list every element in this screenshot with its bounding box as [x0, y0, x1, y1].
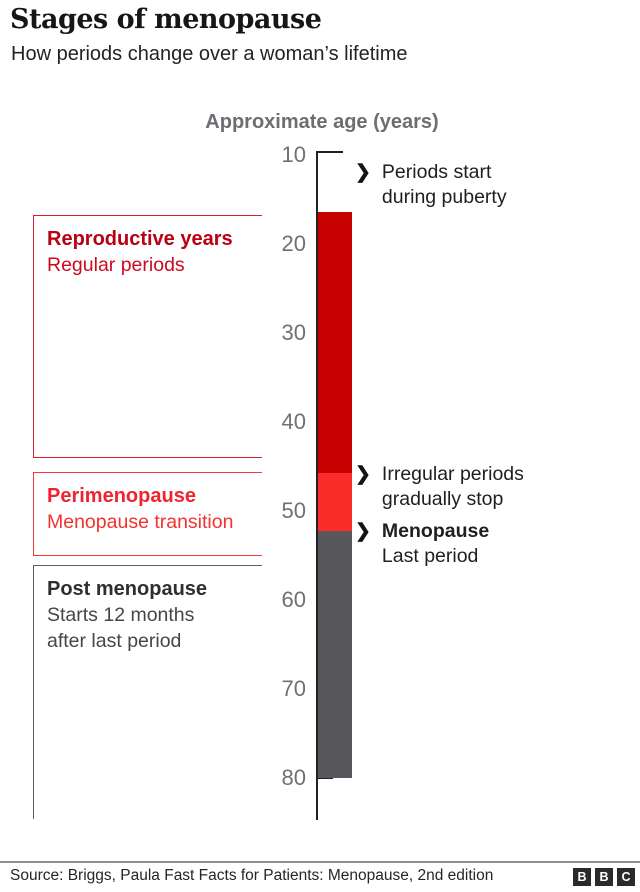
age-axis-line	[316, 151, 318, 820]
annotation-periods-start: ❯ Periods start during puberty	[355, 160, 507, 210]
bbc-logo-block-3: C	[617, 868, 635, 886]
bar-segment-post-menopause	[318, 530, 352, 778]
annotation-arrow-icon: ❯	[355, 464, 371, 486]
axis-tick-label-70: 70	[281, 676, 306, 701]
footer-divider	[0, 861, 640, 863]
bar-segment-reproductive-years	[318, 211, 352, 473]
page-subtitle: How periods change over a woman’s lifeti…	[11, 43, 408, 65]
bbc-logo-block-1: B	[573, 868, 591, 886]
stage-title: Perimenopause	[47, 485, 196, 507]
stage-title: Reproductive years	[47, 228, 233, 250]
stage-box-reproductive-years: Reproductive years Regular periods	[33, 215, 262, 458]
axis-tick-label-10: 10	[281, 142, 306, 167]
annotation-line: gradually stop	[381, 488, 504, 511]
axis-tick-mark-10	[316, 151, 343, 153]
axis-tick-mark-80	[316, 777, 333, 779]
bbc-logo-block-2: B	[595, 868, 613, 886]
annotation-arrow-icon: ❯	[355, 521, 371, 542]
axis-tick-label-60: 60	[281, 587, 306, 612]
stage-description-line: Regular periods	[47, 254, 185, 276]
annotation-text: Periods start during puberty	[382, 160, 507, 210]
annotation-line: Menopause	[381, 520, 490, 542]
annotation-menopause: ❯ Menopause Last period	[355, 519, 489, 569]
annotation-line: during puberty	[381, 186, 507, 209]
annotation-line: Periods start	[381, 161, 492, 184]
annotation-arrow-icon: ❯	[355, 162, 371, 184]
annotation-text: Menopause Last period	[382, 519, 489, 569]
annotation-line: Irregular periods	[381, 463, 524, 486]
axis-title: Approximate age (years)	[205, 111, 439, 133]
axis-tick-label-80: 80	[281, 765, 306, 790]
stage-box-perimenopause: Perimenopause Menopause transition	[33, 472, 262, 556]
annotation-text: Irregular periods gradually stop	[382, 462, 524, 512]
stage-title: Post menopause	[47, 578, 208, 600]
stage-description-line: Starts 12 months	[47, 604, 195, 626]
age-timeline-chart: Approximate age (years) 10 20 30 40 50 60 70 80…	[33, 111, 524, 820]
page-title: Stages of menopause	[10, 4, 322, 35]
bar-segment-perimenopause	[318, 472, 352, 531]
annotation-line: Last period	[381, 545, 479, 567]
axis-tick-label-50: 50	[281, 498, 306, 523]
stage-description-line: Menopause transition	[47, 511, 234, 533]
annotation-irregular-periods: ❯ Irregular periods gradually stop	[355, 462, 524, 512]
stage-box-post-menopause: Post menopause Starts 12 months after last…	[33, 565, 262, 819]
stage-description-line: after last period	[47, 630, 182, 652]
source-text: Source: Briggs, Paula Fast Facts for Pat…	[10, 867, 494, 884]
axis-tick-label-20: 20	[281, 231, 306, 256]
axis-tick-label-40: 40	[281, 409, 306, 434]
axis-tick-label-30: 30	[281, 320, 306, 345]
